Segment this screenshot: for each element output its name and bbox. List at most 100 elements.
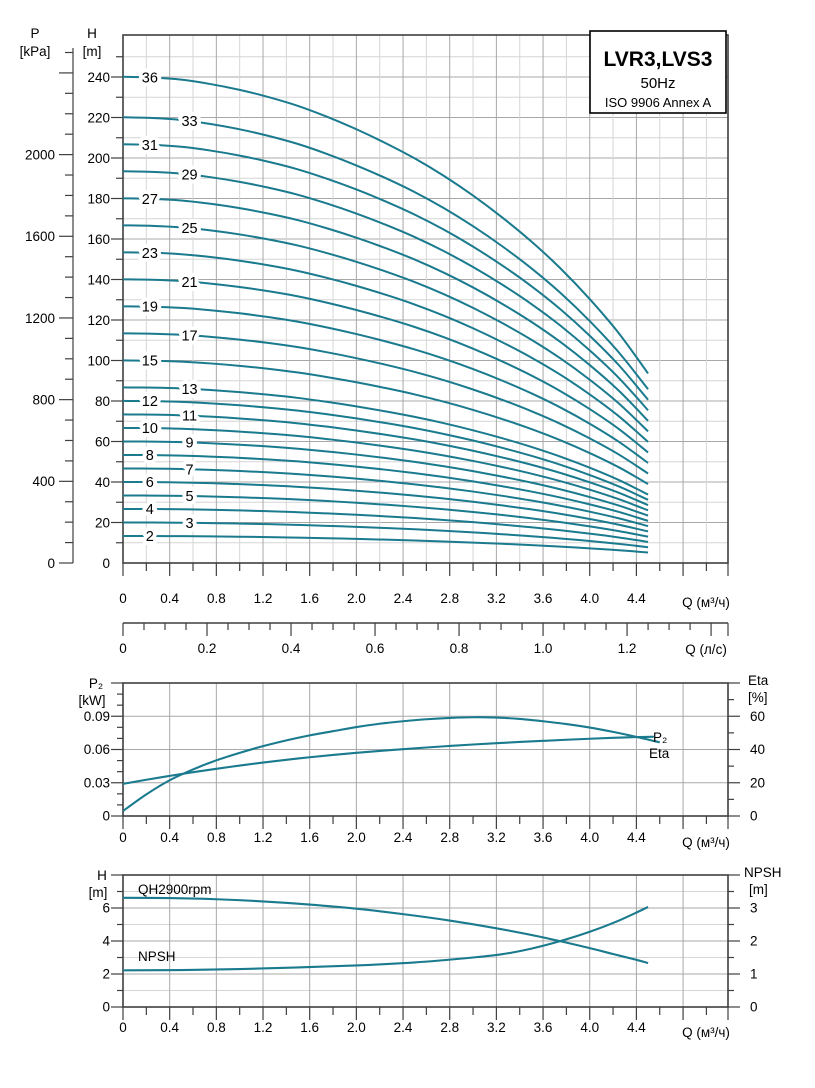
- npsh-axis: 0 1 2 3: [728, 874, 758, 1015]
- stage-curve-label-33: 33: [181, 114, 197, 130]
- stage-curve-4: [122, 507, 649, 543]
- svg-text:800: 800: [32, 392, 55, 407]
- svg-text:0.8: 0.8: [207, 830, 226, 845]
- qh-npsh-chart: 0 0.4 0.8 1.2 1.6 2.0 2.4 2.8 3.2 3.6 4.0 4.4 0 2 4 6 0 1…: [102, 874, 758, 1035]
- mid-grid: 0 0.4 0.8 1.2 1.6 2.0 2.4 2.8 3.2 3.6 4.0 4.4: [119, 683, 729, 845]
- svg-text:2.4: 2.4: [394, 830, 413, 845]
- stage-curve-label-25: 25: [181, 221, 197, 237]
- svg-text:4.4: 4.4: [627, 830, 646, 845]
- mid-flow-axis-label: Q (м³/ч): [682, 835, 730, 850]
- stage-curve-label-9: 9: [185, 435, 193, 451]
- svg-text:0: 0: [750, 1000, 758, 1015]
- svg-text:4.0: 4.0: [580, 591, 599, 606]
- svg-text:60: 60: [95, 434, 110, 449]
- svg-text:0: 0: [119, 830, 127, 845]
- svg-text:0: 0: [119, 641, 127, 656]
- axis-headers: P [kPa] H [m] Q (м³/ч) Q (л/с) P₂ [kW] E…: [20, 26, 782, 1040]
- stage-curve-label-17: 17: [181, 328, 197, 344]
- stage-curves: [122, 75, 649, 554]
- svg-text:1.6: 1.6: [300, 830, 319, 845]
- svg-text:20: 20: [750, 775, 765, 790]
- svg-text:40: 40: [750, 742, 765, 757]
- svg-text:4: 4: [102, 934, 110, 949]
- stage-curve-labels: 36 33 31 29 27 25 23 21 19 17 15 13 12 11 10 9 8 7 6 5 4 3 2: [138, 66, 202, 549]
- stage-curve-label-4: 4: [146, 502, 154, 518]
- main-flow-axis-label: Q (м³/ч): [682, 595, 730, 610]
- stage-curve-2: [122, 534, 649, 554]
- svg-text:2: 2: [750, 934, 758, 949]
- svg-text:20: 20: [95, 515, 110, 530]
- svg-text:1200: 1200: [25, 311, 55, 326]
- stage-curve-label-5: 5: [185, 489, 193, 505]
- stage-curve-label-31: 31: [142, 138, 158, 154]
- stage-curve-label-36: 36: [142, 70, 158, 86]
- eta-curve: [122, 716, 660, 812]
- head-axis: 0 20 40 60 80 100 120 140 160 180 200 220 240: [87, 56, 123, 571]
- svg-text:100: 100: [87, 353, 110, 368]
- svg-text:0.4: 0.4: [160, 830, 179, 845]
- pressure-axis: 0 400 800 1200 1600 2000: [25, 48, 74, 571]
- stage-curve-label-23: 23: [142, 246, 158, 262]
- eta-curve-label: Eta: [649, 746, 670, 761]
- stage-curve-21: [122, 278, 649, 454]
- stage-curve-6: [122, 480, 649, 533]
- stage-curve-13: [122, 386, 649, 496]
- npsh-axis-unit: [m]: [749, 882, 768, 897]
- svg-text:2.8: 2.8: [440, 1020, 459, 1035]
- stage-curve-5: [122, 494, 649, 538]
- svg-text:0: 0: [102, 809, 110, 824]
- svg-text:180: 180: [87, 191, 110, 206]
- svg-text:1.2: 1.2: [254, 591, 273, 606]
- svg-text:0: 0: [102, 1000, 110, 1015]
- stage-curve-label-8: 8: [146, 448, 154, 464]
- stage-curve-10: [122, 426, 649, 512]
- svg-text:4.0: 4.0: [580, 1020, 599, 1035]
- svg-text:0.4: 0.4: [160, 1020, 179, 1035]
- stage-curve-36: [122, 75, 649, 375]
- secondary-flow-ruler: 0 0.2 0.4 0.6 0.8 1.0 1.2: [119, 622, 729, 656]
- svg-text:3.2: 3.2: [487, 591, 506, 606]
- svg-text:80: 80: [95, 394, 110, 409]
- stage-curve-label-29: 29: [181, 168, 197, 184]
- svg-text:2: 2: [102, 967, 110, 982]
- frequency-label: 50Hz: [640, 75, 675, 92]
- svg-text:40: 40: [95, 475, 110, 490]
- svg-text:2.4: 2.4: [394, 1020, 413, 1035]
- svg-text:0.8: 0.8: [207, 591, 226, 606]
- svg-text:2.4: 2.4: [394, 591, 413, 606]
- svg-text:0: 0: [750, 809, 758, 824]
- stage-curve-3: [122, 521, 649, 549]
- stage-curve-33: [122, 116, 649, 390]
- stage-curve-11: [122, 413, 649, 507]
- svg-text:1.0: 1.0: [534, 641, 553, 656]
- svg-text:0.2: 0.2: [198, 641, 217, 656]
- svg-text:200: 200: [87, 151, 110, 166]
- stage-curve-label-21: 21: [181, 275, 197, 291]
- power-axis: 0 0.03 0.06 0.09: [84, 682, 123, 824]
- stage-curve-label-12: 12: [142, 394, 158, 410]
- svg-text:6: 6: [102, 901, 110, 916]
- svg-text:0: 0: [102, 556, 110, 571]
- svg-text:2.0: 2.0: [347, 591, 366, 606]
- eta-axis-title: Eta: [748, 673, 769, 688]
- stage-curve-label-7: 7: [185, 462, 193, 478]
- svg-text:120: 120: [87, 313, 110, 328]
- bot-grid: 0 0.4 0.8 1.2 1.6 2.0 2.4 2.8 3.2 3.6 4.0 4.4: [119, 875, 729, 1035]
- svg-text:4.4: 4.4: [627, 591, 646, 606]
- svg-text:4.0: 4.0: [580, 830, 599, 845]
- npsh-axis-title: NPSH: [744, 865, 782, 880]
- stage-curve-label-10: 10: [142, 421, 158, 437]
- head-axis-unit: [m]: [83, 44, 102, 59]
- svg-text:3: 3: [750, 901, 758, 916]
- stage-curve-31: [122, 143, 649, 401]
- main-chart: 0 0.4 0.8 1.2 1.6 2.0 2.4 2.8 3.2 3.6 4.0 4.4020406…: [25, 34, 729, 606]
- stage-curve-23: [122, 251, 649, 443]
- svg-text:3.6: 3.6: [534, 1020, 553, 1035]
- stage-curve-12: [122, 399, 649, 501]
- stage-curve-29: [122, 170, 649, 411]
- pressure-axis-unit: [kPa]: [20, 44, 51, 59]
- eta-axis-unit: [%]: [748, 690, 768, 705]
- svg-text:0.8: 0.8: [207, 1020, 226, 1035]
- stage-curve-label-19: 19: [142, 300, 158, 316]
- pump-model-title: LVR3,LVS3: [604, 48, 713, 71]
